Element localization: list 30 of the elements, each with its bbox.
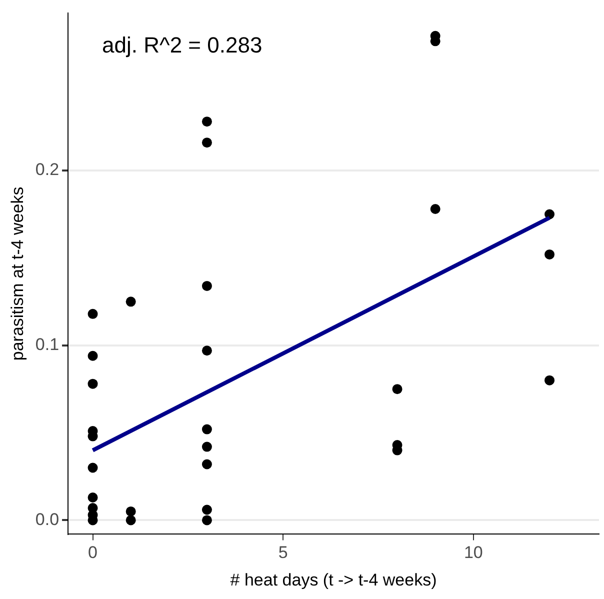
point bbox=[202, 280, 212, 291]
point bbox=[88, 378, 98, 389]
y-tick-label: 0.0 bbox=[35, 510, 60, 529]
point bbox=[88, 492, 98, 502]
point bbox=[202, 515, 212, 526]
y-tick-label: 0.1 bbox=[35, 335, 60, 354]
point bbox=[202, 504, 212, 515]
point bbox=[202, 459, 212, 470]
x-axis-title: # heat days (t -> t-4 weeks) bbox=[230, 570, 437, 590]
point bbox=[126, 515, 136, 526]
annotation: adj. R^2 = 0.283 bbox=[102, 32, 262, 58]
y-tick-label: 0.2 bbox=[35, 160, 60, 180]
point bbox=[126, 506, 136, 516]
x-tick-label: 10 bbox=[464, 543, 483, 562]
point bbox=[544, 375, 555, 386]
x-tick-label: 5 bbox=[278, 543, 288, 562]
point bbox=[202, 424, 212, 434]
point bbox=[202, 442, 212, 452]
point bbox=[202, 346, 212, 356]
point bbox=[430, 204, 440, 214]
point bbox=[544, 249, 555, 260]
point bbox=[392, 384, 402, 394]
point bbox=[88, 308, 98, 319]
point bbox=[126, 296, 136, 307]
point bbox=[88, 350, 98, 361]
y-axis-title: parasitism at t-4 weeks bbox=[8, 186, 27, 361]
point bbox=[202, 116, 212, 127]
point bbox=[88, 462, 98, 473]
x-tick-label: 0 bbox=[88, 543, 98, 562]
point bbox=[202, 138, 212, 148]
